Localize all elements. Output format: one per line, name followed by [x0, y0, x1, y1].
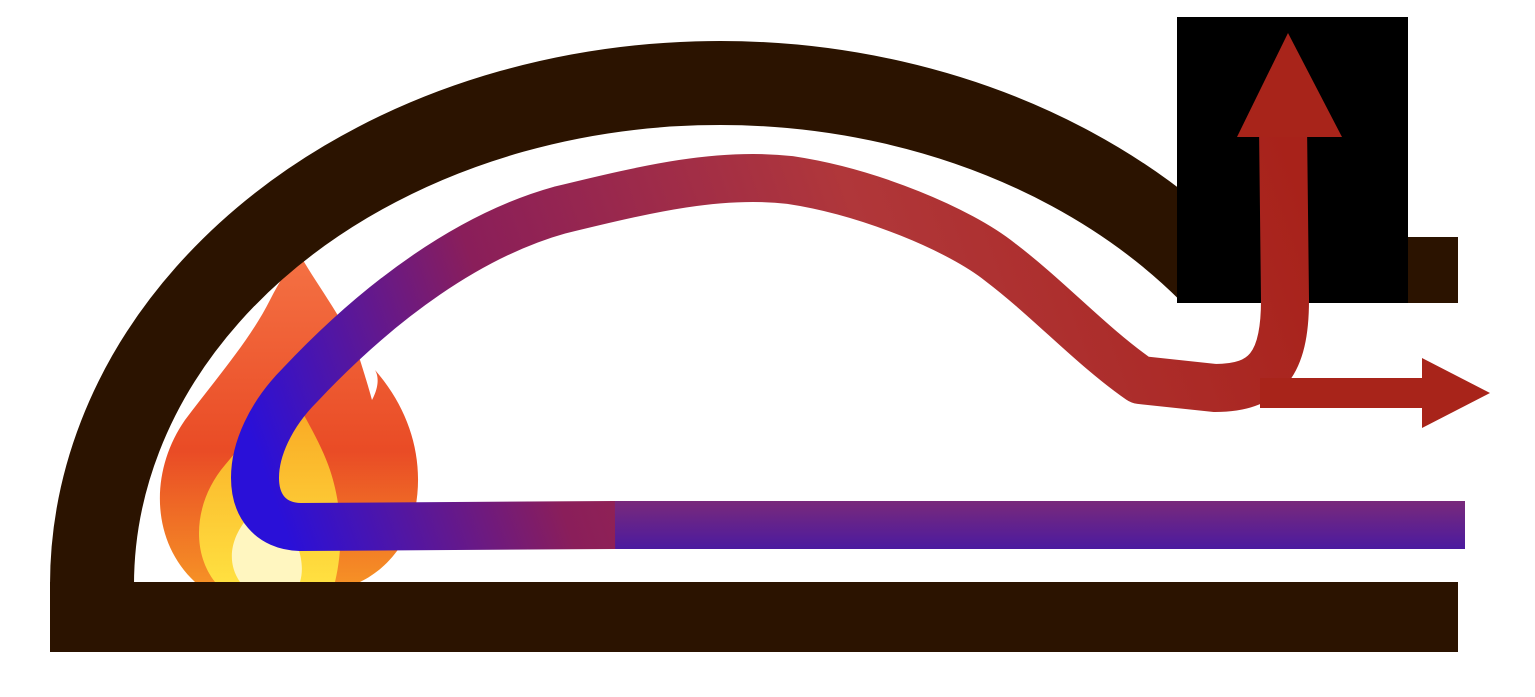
hot-air-flow: [231, 124, 1309, 551]
air-inflow: [610, 501, 1465, 549]
oven-dome: [50, 40, 1240, 586]
arrow-head-right: [1422, 358, 1490, 428]
arrow-head-up: [1237, 33, 1342, 137]
oven-ledge: [1400, 237, 1458, 303]
oven-floor: [50, 582, 1458, 652]
heat-outflow: [1260, 378, 1425, 408]
